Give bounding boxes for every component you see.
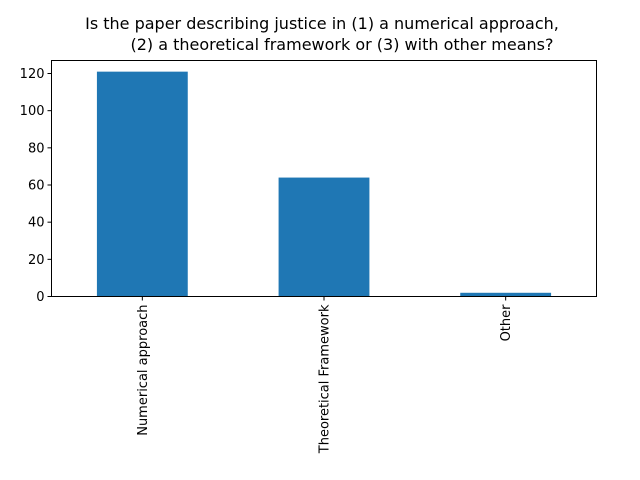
y-tick-label-0: 0 <box>36 290 44 305</box>
x-axis-ticks: Numerical approach Theoretical Framework O… <box>136 296 514 454</box>
chart-title-line-1: Is the paper describing justice in (1) a… <box>85 14 559 33</box>
y-tick-label-2: 40 <box>28 216 45 231</box>
y-tick-label-3: 60 <box>28 179 45 194</box>
bars-group <box>96 71 552 297</box>
y-axis-ticks: 0 20 40 60 80 100 120 <box>20 67 52 305</box>
plot-frame <box>51 60 597 297</box>
bar-0 <box>96 71 188 297</box>
chart-title-line-2: (2) a theoretical framework or (3) with … <box>130 35 553 54</box>
x-tick-label-2: Other <box>499 304 514 342</box>
y-tick-label-5: 100 <box>20 104 45 119</box>
y-tick-label-6: 120 <box>20 67 45 82</box>
x-tick-label-1: Theoretical Framework <box>318 304 333 454</box>
y-tick-label-4: 80 <box>28 141 45 156</box>
y-tick-label-1: 20 <box>28 253 45 268</box>
bar-1 <box>278 177 370 297</box>
bar-2 <box>460 292 552 297</box>
x-tick-label-0: Numerical approach <box>136 305 151 436</box>
